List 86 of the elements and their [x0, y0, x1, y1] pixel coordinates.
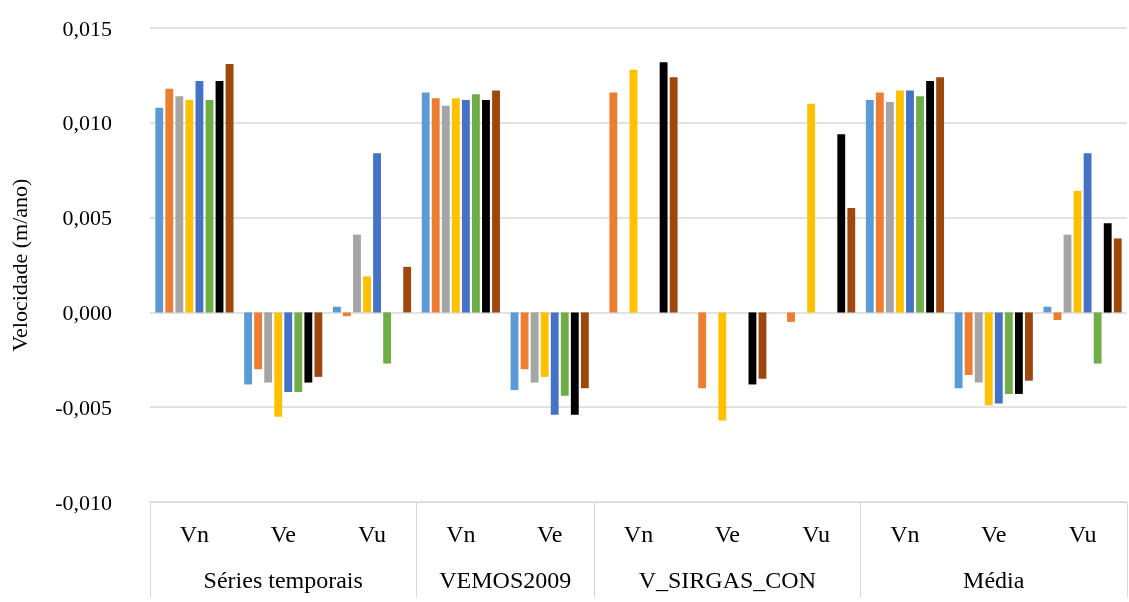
bar: [1025, 312, 1033, 381]
bar: [274, 312, 283, 417]
bar: [560, 312, 569, 396]
bar: [461, 100, 470, 313]
bar: [244, 312, 252, 385]
bar: [954, 312, 963, 389]
y-tick-label: 0,010: [62, 110, 112, 136]
bar: [492, 90, 500, 313]
bar: [175, 96, 184, 313]
x-tick-label: Vn: [890, 521, 920, 547]
y-tick-label: 0,005: [62, 205, 112, 231]
text: Séries temporais: [203, 567, 363, 593]
bar: [550, 312, 559, 415]
bar: [314, 312, 323, 377]
bar: [1053, 312, 1062, 320]
text: V_SIRGAS_CON: [638, 567, 817, 593]
bar: [758, 312, 767, 379]
bar: [185, 100, 194, 313]
text: Média: [963, 567, 1025, 593]
bar: [994, 312, 1003, 404]
bar: [906, 90, 914, 313]
bar: [837, 134, 846, 313]
bar: [847, 208, 856, 313]
bar: [926, 81, 934, 313]
bar: [363, 276, 371, 313]
bar: [431, 98, 440, 313]
bar: [1004, 312, 1013, 394]
x-tick-label: Vn: [179, 521, 210, 547]
x-tick-label: Vu: [358, 521, 386, 547]
y-axis-title: Velocidade (m/ano): [6, 178, 32, 352]
bar: [570, 312, 579, 415]
x-tick-label: Ve: [981, 521, 1007, 547]
bar: [1083, 153, 1092, 313]
bar: [1113, 238, 1122, 313]
bar: [659, 62, 668, 313]
bar: [1103, 223, 1112, 313]
bar: [294, 312, 303, 393]
bar: [787, 312, 795, 322]
x-tick-label: Vu: [802, 521, 831, 547]
y-tick-label: -0,010: [55, 489, 112, 515]
bar: [373, 153, 381, 313]
bar: [165, 88, 174, 313]
bar: [451, 98, 460, 313]
bar: [284, 312, 293, 393]
bar: [482, 100, 490, 313]
bar: [916, 96, 924, 313]
bar: [403, 266, 412, 313]
x-tick-label: Vn: [446, 521, 476, 547]
bar: [875, 92, 884, 313]
bar: [1093, 312, 1102, 364]
bar: [1014, 312, 1023, 394]
bar: [896, 90, 904, 313]
bar: [698, 312, 707, 389]
x-tick-label: Ve: [537, 521, 563, 547]
bar: [510, 312, 519, 391]
bar: [353, 234, 361, 313]
text: VEMOS2009: [439, 567, 572, 593]
bar: [155, 107, 164, 313]
bar: [669, 77, 678, 313]
y-tick-label: 0,000: [62, 299, 112, 325]
bar: [540, 312, 549, 377]
bar: [936, 77, 945, 313]
bar: [974, 312, 983, 383]
x-tick-label: Vn: [623, 521, 654, 547]
y-tick-label: -0,005: [55, 394, 112, 420]
bar: [264, 312, 273, 383]
bar: [441, 105, 450, 313]
bar: [580, 312, 589, 389]
bar: [984, 312, 993, 406]
bar: [885, 101, 894, 313]
bar: [807, 103, 816, 313]
bar: [304, 312, 313, 383]
x-tick-label: Vu: [1068, 521, 1097, 547]
bar: [609, 92, 618, 313]
bar: [964, 312, 973, 375]
bar: [472, 94, 480, 313]
bar: [718, 312, 727, 421]
bar: [254, 312, 263, 370]
bar: [530, 312, 539, 383]
y-tick-label: 0,015: [62, 15, 112, 41]
bar: [421, 92, 430, 313]
x-tick-label: Ve: [714, 521, 740, 547]
bar: [343, 312, 351, 317]
bar: [865, 100, 874, 313]
x-tick-label: Ve: [270, 521, 296, 547]
bar: [383, 312, 392, 364]
